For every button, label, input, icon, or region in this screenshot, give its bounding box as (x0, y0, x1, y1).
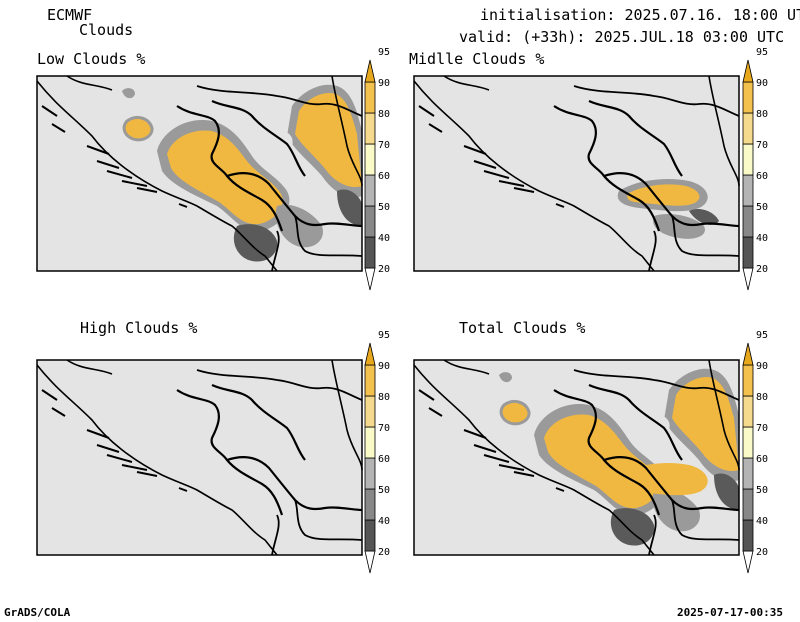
colorbar-segment (742, 519, 754, 552)
colorbar-label: 70 (378, 423, 390, 434)
colorbar-segment (364, 426, 376, 459)
colorbar-segment (742, 267, 754, 291)
colorbar-total: 20 40 50 60 70 80 90 95 (742, 330, 768, 574)
colorbar-segment (742, 81, 754, 114)
colorbar-label: 20 (378, 264, 390, 275)
panel-title-middle: Midlle Clouds % (409, 50, 545, 68)
colorbar-label: 50 (756, 202, 768, 213)
colorbar-label: 60 (378, 171, 390, 182)
colorbar-label: 90 (378, 361, 390, 372)
colorbar-label: 95 (756, 47, 768, 58)
colorbar-label: 90 (378, 78, 390, 89)
colorbar-segment (364, 519, 376, 552)
panel-middle-map (412, 74, 741, 273)
panel-title-low: Low Clouds % (37, 50, 146, 68)
colorbar-segment (742, 457, 754, 490)
colorbar-segment (364, 342, 376, 366)
colorbar-segment (364, 205, 376, 238)
colorbar-segment (742, 426, 754, 459)
colorbar-label: 80 (756, 392, 768, 403)
colorbar-segment (742, 364, 754, 397)
colorbar-label: 50 (378, 202, 390, 213)
colorbar-low: 20 40 50 60 70 80 90 95 (364, 47, 390, 291)
colorbar-segment (364, 236, 376, 269)
panel-title-high: High Clouds % (80, 319, 198, 337)
colorbar-segment (742, 342, 754, 366)
footer-timestamp: 2025-07-17-00:35 (677, 606, 783, 619)
colorbar-segment (742, 205, 754, 238)
colorbar-label: 95 (756, 330, 768, 341)
colorbar-label: 90 (756, 361, 768, 372)
product-label: Clouds (79, 21, 134, 39)
colorbar-segment (742, 143, 754, 176)
panel-high-map (35, 358, 364, 557)
colorbar-label: 40 (756, 233, 768, 244)
colorbar-segment (364, 112, 376, 145)
valid-time: valid: (+33h): 2025.JUL.18 03:00 UTC (459, 28, 785, 46)
colorbar-label: 40 (756, 516, 768, 527)
colorbar-segment (364, 174, 376, 207)
colorbar-label: 50 (756, 485, 768, 496)
colorbar-label: 60 (756, 171, 768, 182)
colorbar-label: 80 (378, 392, 390, 403)
colorbar-label: 95 (378, 330, 390, 341)
colorbar-label: 80 (378, 109, 390, 120)
colorbar-segment (364, 395, 376, 428)
colorbar-segment (364, 550, 376, 574)
colorbar-segment (364, 143, 376, 176)
colorbar-segment (742, 488, 754, 521)
colorbar-segment (742, 112, 754, 145)
colorbar-label: 80 (756, 109, 768, 120)
colorbar-label: 40 (378, 516, 390, 527)
panel-total-map (412, 358, 741, 557)
colorbar-segment (364, 488, 376, 521)
colorbar-high: 20 40 50 60 70 80 90 95 (364, 330, 390, 574)
colorbar-segment (742, 395, 754, 428)
model-label: ECMWF (47, 6, 93, 24)
colorbar-segment (742, 59, 754, 83)
colorbar-label: 70 (756, 140, 768, 151)
colorbar-middle: 20 40 50 60 70 80 90 95 (742, 47, 768, 291)
colorbar-label: 70 (756, 423, 768, 434)
colorbar-label: 95 (378, 47, 390, 58)
colorbar-label: 20 (756, 264, 768, 275)
panel-title-total: Total Clouds % (459, 319, 586, 337)
colorbar-label: 60 (378, 454, 390, 465)
colorbar-label: 20 (756, 547, 768, 558)
colorbar-segment (364, 267, 376, 291)
colorbar-label: 50 (378, 485, 390, 496)
colorbar-label: 40 (378, 233, 390, 244)
colorbar-label: 60 (756, 454, 768, 465)
footer-software: GrADS/COLA (4, 606, 71, 619)
colorbar-segment (364, 457, 376, 490)
panel-low-map (35, 74, 364, 273)
colorbar-segment (364, 81, 376, 114)
colorbar-segment (742, 174, 754, 207)
colorbar-segment (364, 364, 376, 397)
colorbar-segment (742, 550, 754, 574)
colorbar-label: 20 (378, 547, 390, 558)
colorbar-segment (742, 236, 754, 269)
init-time: initialisation: 2025.07.16. 18:00 UTC (480, 6, 800, 24)
colorbar-label: 90 (756, 78, 768, 89)
colorbar-label: 70 (378, 140, 390, 151)
colorbar-segment (364, 59, 376, 83)
